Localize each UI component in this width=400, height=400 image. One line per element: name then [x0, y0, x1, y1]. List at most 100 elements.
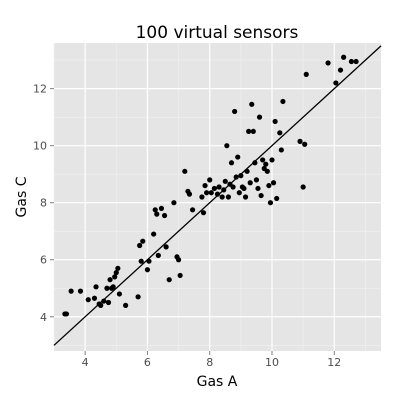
data-point [107, 277, 113, 283]
data-point [216, 184, 222, 190]
data-point [138, 258, 144, 264]
data-point [110, 284, 116, 290]
data-point [63, 311, 70, 317]
data-point [297, 138, 303, 144]
y-tick-label: 6 [40, 254, 47, 267]
data-point [236, 190, 242, 196]
data-point [233, 174, 239, 180]
x-tick-label: 10 [265, 356, 279, 369]
data-point [252, 160, 258, 166]
data-point [244, 168, 250, 174]
y-tick-label: 4 [40, 311, 47, 324]
data-point [155, 252, 161, 259]
data-point [228, 160, 235, 166]
data-point [260, 157, 266, 163]
data-point [266, 182, 272, 189]
data-point [341, 54, 347, 60]
data-point [333, 80, 339, 86]
data-point [303, 71, 309, 77]
data-point [264, 168, 270, 174]
data-point [151, 231, 157, 237]
data-point [255, 185, 261, 192]
data-point [211, 185, 217, 192]
x-tick-label: 4 [82, 356, 89, 369]
data-point [123, 302, 129, 308]
y-axis-ticks: 4 6 8 10 12 [33, 83, 54, 324]
x-tick-label: 12 [327, 356, 341, 369]
data-point [175, 257, 182, 263]
data-point [250, 128, 256, 135]
chart-title: 100 virtual sensors [136, 23, 299, 43]
data-point [222, 178, 228, 184]
data-points [62, 54, 359, 317]
x-tick-label: 6 [144, 356, 151, 369]
data-point [219, 194, 225, 200]
data-point [269, 157, 275, 163]
data-point [68, 288, 74, 294]
data-point [200, 210, 207, 216]
data-point [242, 194, 249, 200]
data-point [202, 182, 208, 189]
data-point [302, 141, 308, 147]
y-tick-label: 10 [33, 140, 47, 153]
data-point [214, 191, 221, 197]
data-point [221, 187, 227, 193]
x-tick-label: 8 [206, 356, 213, 369]
data-point [225, 194, 231, 200]
data-point [135, 294, 141, 300]
data-point [144, 267, 151, 273]
data-point [113, 269, 119, 276]
data-point [85, 297, 91, 303]
data-point [246, 128, 252, 135]
data-point [171, 200, 177, 206]
data-point [238, 173, 244, 179]
y-tick-label: 12 [33, 83, 47, 96]
x-axis-label: Gas A [197, 374, 238, 390]
data-point [166, 277, 172, 283]
data-point [105, 299, 112, 306]
data-point [189, 207, 196, 213]
data-point [235, 154, 241, 160]
data-point [182, 168, 188, 174]
data-point [152, 207, 158, 213]
data-point [177, 272, 183, 279]
data-point [232, 108, 238, 115]
data-point [272, 118, 278, 125]
data-point [77, 288, 84, 294]
data-point [199, 194, 205, 200]
data-point [104, 285, 110, 291]
data-point [158, 205, 165, 212]
data-point [154, 211, 160, 217]
data-point [267, 200, 274, 206]
data-point [263, 161, 269, 167]
y-tick-label: 8 [40, 197, 47, 210]
data-point [161, 212, 168, 219]
data-point [300, 184, 306, 190]
major-gridlines [54, 43, 381, 351]
data-point [224, 143, 230, 149]
data-point [146, 258, 152, 264]
data-point [256, 114, 263, 120]
data-point [277, 130, 283, 136]
data-point [270, 180, 277, 186]
data-point [208, 190, 214, 196]
data-point [280, 98, 286, 105]
data-point [115, 265, 121, 271]
data-point [348, 58, 355, 65]
data-point [93, 284, 99, 290]
data-point [241, 185, 247, 192]
data-point [112, 274, 118, 280]
data-point [230, 184, 236, 190]
data-point [163, 244, 169, 250]
data-point [337, 67, 344, 73]
data-point [137, 242, 143, 249]
data-point [186, 191, 193, 197]
data-point [101, 298, 107, 304]
data-point [207, 177, 213, 183]
data-point [258, 192, 264, 199]
data-point [249, 101, 255, 107]
data-point [98, 302, 104, 308]
data-point [278, 147, 284, 153]
data-point [253, 177, 260, 183]
